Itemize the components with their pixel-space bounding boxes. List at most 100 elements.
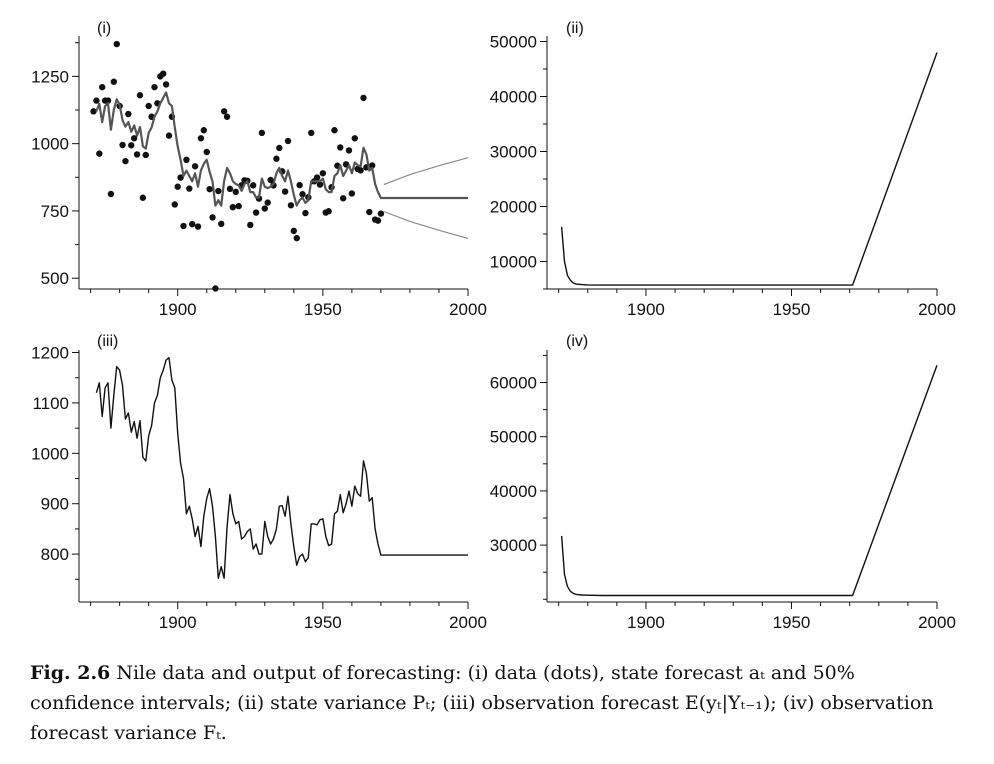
data-point bbox=[337, 144, 344, 151]
x-tick-label: 1900 bbox=[627, 613, 665, 632]
panel-tag: (i) bbox=[97, 20, 111, 37]
data-point bbox=[177, 174, 184, 181]
data-point bbox=[110, 78, 118, 85]
panel-tag: (iv) bbox=[566, 333, 588, 350]
data-point bbox=[171, 201, 178, 208]
data-point bbox=[264, 199, 271, 206]
data-point bbox=[345, 147, 353, 154]
figure-caption: Fig. 2.6 Nile data and output of forecas… bbox=[30, 658, 960, 748]
data-point bbox=[360, 94, 367, 102]
data-point bbox=[232, 188, 239, 196]
x-tick-label: 1950 bbox=[773, 613, 811, 632]
data-point bbox=[357, 167, 364, 174]
state-forecast-line bbox=[95, 91, 468, 207]
data-point bbox=[162, 81, 170, 88]
data-point bbox=[119, 141, 126, 149]
x-tick-label: 1950 bbox=[773, 300, 811, 319]
x-tick-label: 2000 bbox=[918, 613, 956, 632]
data-point bbox=[223, 113, 231, 120]
upper-confidence-line bbox=[383, 157, 469, 186]
data-point bbox=[93, 97, 100, 104]
y-tick-label: 30000 bbox=[490, 536, 537, 555]
x-tick-label: 1950 bbox=[304, 613, 342, 632]
data-point bbox=[273, 155, 280, 162]
chart-panel-1: 1900 1950 2000 500 750 1000 1250 (i) bbox=[31, 20, 487, 319]
data-point bbox=[165, 132, 173, 139]
y-tick-label: 40000 bbox=[490, 88, 537, 107]
data-point bbox=[258, 129, 266, 137]
series-line bbox=[560, 364, 938, 597]
data-point bbox=[377, 210, 385, 217]
data-point bbox=[325, 208, 332, 215]
y-tick-label: 900 bbox=[41, 495, 69, 514]
data-point bbox=[218, 220, 225, 228]
data-point bbox=[220, 108, 228, 115]
data-point bbox=[139, 194, 147, 201]
data-point bbox=[209, 214, 216, 221]
chart-panel-4: 1900 1950 2000 30000 40000 50000 60000 (iv) bbox=[490, 333, 956, 632]
data-point bbox=[206, 185, 213, 193]
data-point bbox=[125, 110, 132, 118]
data-point bbox=[113, 40, 120, 48]
y-tick-label: 1250 bbox=[31, 67, 69, 86]
y-tick-label: 40000 bbox=[490, 482, 537, 501]
y-tick-label: 20000 bbox=[490, 198, 537, 217]
data-point bbox=[142, 151, 149, 159]
panel-tag: (ii) bbox=[566, 20, 584, 37]
data-point bbox=[366, 208, 373, 216]
data-point bbox=[107, 190, 115, 198]
data-point bbox=[151, 83, 158, 91]
y-tick-label: 1000 bbox=[31, 135, 69, 154]
data-point bbox=[290, 227, 298, 235]
data-point bbox=[313, 174, 321, 181]
x-tick-label: 2000 bbox=[449, 613, 487, 632]
x-tick-label: 2000 bbox=[449, 300, 487, 319]
data-point bbox=[287, 202, 295, 209]
data-point bbox=[229, 203, 237, 211]
data-point bbox=[235, 202, 242, 210]
chart-panel-2: 1900 1950 2000 10000 20000 30000 40000 50000 (ii… bbox=[490, 20, 956, 319]
data-point bbox=[96, 150, 103, 157]
data-point bbox=[351, 135, 358, 142]
data-point bbox=[276, 144, 283, 152]
y-tick-label: 50000 bbox=[490, 428, 537, 447]
x-tick-label: 1900 bbox=[159, 300, 197, 319]
data-point bbox=[186, 185, 193, 192]
y-tick-label: 800 bbox=[41, 545, 69, 564]
data-point bbox=[197, 135, 205, 142]
figure: 1900 1950 2000 500 750 1000 1250 (i) 1900 1950 200… bbox=[31, 20, 956, 632]
data-point bbox=[331, 127, 338, 134]
data-point bbox=[200, 127, 208, 134]
data-point bbox=[281, 188, 289, 195]
series-line bbox=[95, 356, 468, 579]
data-point bbox=[267, 176, 274, 184]
data-point bbox=[203, 148, 210, 156]
lower-confidence-line bbox=[383, 210, 469, 239]
data-point bbox=[247, 221, 254, 229]
data-point bbox=[136, 92, 144, 99]
y-tick-label: 1200 bbox=[31, 344, 69, 363]
data-point bbox=[261, 205, 268, 212]
data-point bbox=[122, 157, 129, 165]
series-line bbox=[560, 52, 938, 286]
data-point bbox=[252, 209, 260, 216]
data-point bbox=[189, 220, 196, 228]
caption-label: Fig. 2.6 bbox=[30, 662, 111, 684]
y-tick-label: 1000 bbox=[31, 444, 69, 463]
data-point bbox=[308, 129, 315, 137]
y-tick-label: 1100 bbox=[32, 394, 69, 413]
data-point bbox=[104, 97, 112, 104]
x-tick-label: 1900 bbox=[627, 300, 665, 319]
data-point bbox=[194, 223, 202, 230]
data-point bbox=[296, 181, 303, 189]
data-point bbox=[145, 102, 152, 110]
data-point bbox=[159, 70, 167, 77]
x-tick-label: 2000 bbox=[918, 300, 956, 319]
data-point bbox=[319, 170, 327, 177]
y-tick-label: 500 bbox=[41, 269, 69, 288]
data-point bbox=[299, 191, 306, 198]
data-point bbox=[128, 142, 135, 149]
caption-text: Nile data and output of forecasting: (i)… bbox=[30, 662, 934, 744]
data-point bbox=[174, 183, 181, 190]
x-tick-label: 1950 bbox=[304, 300, 342, 319]
